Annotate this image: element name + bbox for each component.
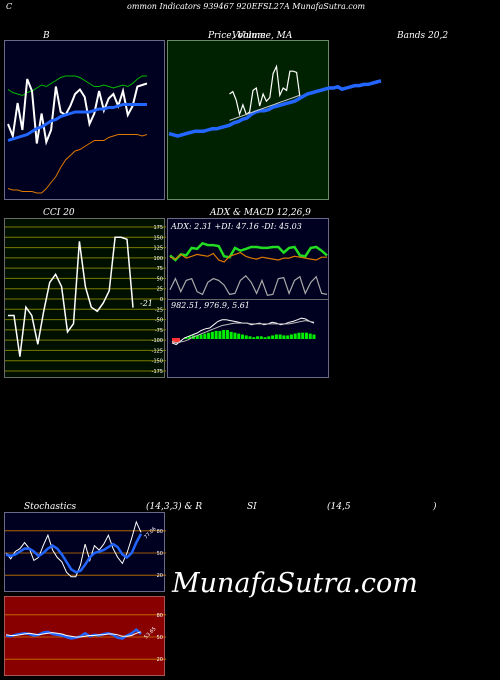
macd-histogram-bar (248, 336, 252, 339)
stoch-title-c: SI (247, 502, 257, 512)
cci-tick-label: 75 (157, 266, 163, 272)
macd-readout: 982.51, 976.9, 5.61 (171, 301, 250, 310)
stoch-title-e: ) (433, 502, 437, 512)
macd-histogram-bar (199, 334, 203, 339)
macd-histogram-bar (256, 336, 260, 339)
cci-tick-label: -175 (152, 369, 163, 375)
macd-histogram-bar (271, 335, 275, 339)
rsi-tick-label: 20 (157, 657, 163, 663)
macd-histogram-bar (184, 337, 188, 339)
stochastics-tick-label: 50 (157, 551, 163, 557)
corner-letter: C (6, 2, 13, 11)
stoch-title-a: Stochastics (24, 502, 77, 512)
adx-macd-title: ADX & MACD 12,26,9 (210, 208, 311, 218)
bollinger-panel (4, 40, 165, 200)
adx-readout: ADX: 2.31 +DI: 47.16 -DI: 45.03 (171, 222, 302, 231)
cci-title: CCI 20 (43, 208, 75, 218)
cci-tick-label: 0 (160, 297, 163, 303)
cci-value: -21 (140, 299, 153, 308)
macd-histogram-bar (308, 333, 312, 339)
bollinger-title-left: B (43, 31, 50, 41)
macd-histogram-bar (267, 336, 271, 339)
macd-histogram-bar (282, 335, 286, 339)
macd-histogram-bar (203, 333, 207, 339)
cci-tick-label: -125 (152, 348, 163, 354)
macd-histogram-bar (252, 337, 256, 339)
stochastics-value-label: 77.06 (143, 526, 157, 540)
stoch-title-b: (14,3,3) & R (146, 502, 203, 512)
macd-histogram-bar (293, 333, 297, 339)
macd-histogram-bar (210, 331, 214, 339)
stochastics-panel: 80 50 20 77.06 (4, 512, 166, 592)
macd-histogram-bar (263, 337, 267, 339)
cci-tick-label: 100 (153, 256, 163, 262)
rsi-tick-label: 50 (157, 635, 163, 641)
bollinger-price-line (7, 78, 148, 146)
rsi-ma-line (5, 631, 142, 638)
cci-panel: 175 150 125 100 75 50 25 0 -25 -50 -75 -100 -125 -150… (4, 218, 166, 378)
macd-histogram-bar (304, 332, 308, 339)
macd-histogram-bar (225, 330, 229, 339)
stochastics-tick-label: 20 (157, 573, 163, 579)
price-title-overlap: Volume (232, 31, 266, 41)
macd-histogram-bar (278, 334, 282, 339)
macd-histogram-bar (218, 330, 222, 339)
cci-tick-label: -75 (155, 328, 163, 334)
cci-chart: 175 150 125 100 75 50 25 0 -25 -50 -75 -100 -125 -150… (5, 225, 166, 375)
macd-histogram-bar (274, 334, 278, 339)
macd-histogram-bar (188, 336, 192, 339)
bollinger-mid-line (7, 103, 147, 142)
macd-macd-line (171, 317, 315, 346)
rsi-panel: 80 50 20 53.65 (4, 596, 166, 676)
macd-histogram-bar (289, 334, 293, 339)
macd-histogram-bar (301, 332, 305, 339)
price-panel (167, 40, 329, 200)
macd-histogram-bar (195, 335, 199, 339)
adx-minusDI-line (169, 251, 327, 263)
adx-macd-panel: ADX: 2.31 +DI: 47.16 -DI: 45.03 982.51, … (167, 218, 329, 378)
rsi-chart: 80 50 20 53.65 (5, 613, 166, 663)
page-title: ommon Indicators 939467 920EFSL27A Munaf… (127, 2, 366, 11)
macd-histogram-bar (244, 335, 248, 339)
stochastics-d-line (5, 533, 143, 574)
macd-negative-bar (172, 338, 180, 343)
bollinger-chart (7, 75, 148, 194)
cci-tick-label: -150 (152, 359, 163, 365)
macd-signal-line (171, 320, 315, 344)
bollinger-title-right: Bands 20,2 (397, 31, 449, 41)
adx-macd-chart (169, 241, 328, 346)
cci-line (8, 236, 134, 357)
macd-histogram-bar (207, 332, 211, 339)
cci-tick-label: -100 (152, 338, 163, 344)
adx-ADX-line (169, 274, 328, 296)
macd-histogram-bar (297, 332, 301, 339)
stochastics-chart: 80 50 20 77.06 (5, 520, 166, 579)
macd-histogram-bar (229, 331, 233, 339)
cci-tick-label: 25 (157, 287, 163, 293)
cci-tick-label: 175 (153, 225, 163, 231)
macd-histogram-bar (312, 334, 316, 339)
rsi-value-label: 53.65 (143, 626, 157, 640)
cci-tick-label: 50 (157, 276, 163, 282)
adx-macd-divider (168, 299, 328, 300)
adx-plusDI-line (169, 241, 328, 262)
macd-histogram-bar (259, 336, 263, 339)
rsi-tick-label: 80 (157, 613, 163, 619)
macd-histogram-bar (214, 330, 218, 339)
macd-histogram-bar (233, 332, 237, 339)
cci-tick-label: 125 (153, 246, 163, 252)
macd-histogram-bar (237, 333, 241, 339)
macd-histogram-bar (222, 330, 226, 339)
cci-tick-label: -25 (155, 307, 163, 313)
cci-tick-label: 150 (153, 235, 163, 241)
stochastics-tick-label: 80 (157, 529, 163, 535)
bollinger-lower-line (7, 134, 148, 194)
macd-histogram-bar (240, 334, 244, 339)
price-title: Price, Volume, MA (208, 31, 293, 41)
stoch-title-d: (14,5 (327, 502, 351, 512)
macd-histogram-bar (286, 335, 290, 339)
watermark: MunafaSutra.com (172, 568, 418, 599)
cci-tick-label: -50 (155, 318, 163, 324)
